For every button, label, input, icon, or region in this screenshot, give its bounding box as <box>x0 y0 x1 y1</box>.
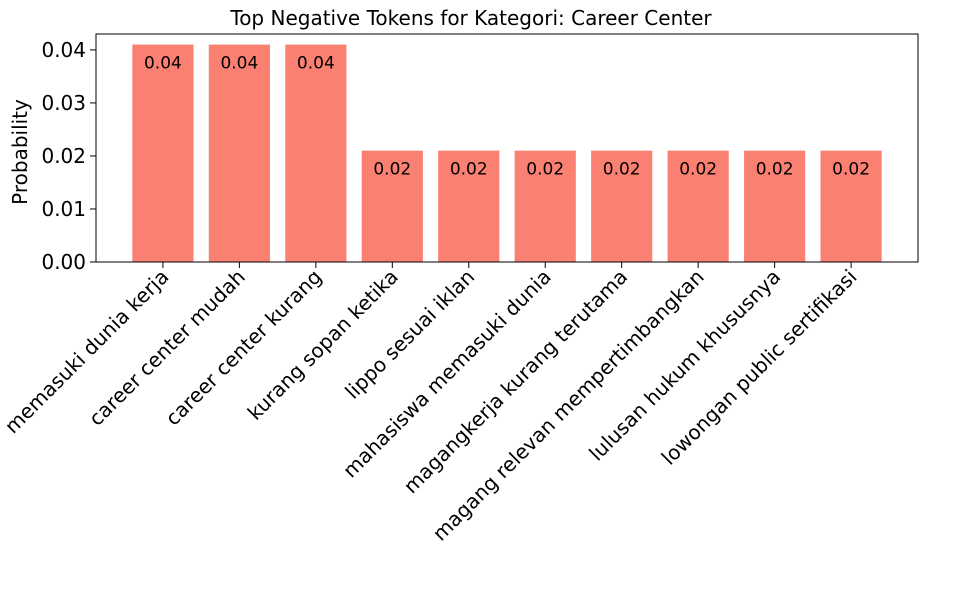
bar <box>820 150 882 262</box>
y-axis-label: Probability <box>8 99 32 205</box>
bar-value-label: 0.02 <box>373 160 411 180</box>
bar-value-label: 0.02 <box>603 160 641 180</box>
chart-title: Top Negative Tokens for Kategori: Career… <box>229 6 712 30</box>
bar <box>285 44 347 263</box>
bar <box>361 150 423 262</box>
bar <box>208 44 270 263</box>
bar-value-label: 0.04 <box>144 54 182 74</box>
bar-value-label: 0.04 <box>220 54 258 74</box>
bar <box>591 150 653 262</box>
x-tick-label: career center kurang <box>161 265 327 431</box>
bar <box>132 44 194 263</box>
bar-value-label: 0.02 <box>450 160 488 180</box>
x-tick-label: kurang sopan ketika <box>243 265 403 425</box>
bar-value-label: 0.02 <box>756 160 794 180</box>
x-tick-label: magang relevan mempertimbangkan <box>428 265 709 546</box>
bar <box>514 150 576 262</box>
y-axis: 0.00 0.01 0.02 0.03 0.04 <box>41 38 96 274</box>
y-tick-label: 0.04 <box>41 38 86 62</box>
x-tick-label: lippo sesuai iklan <box>340 265 479 404</box>
bar <box>744 150 806 262</box>
y-tick-label: 0.03 <box>41 91 86 115</box>
bar-value-label: 0.02 <box>526 160 564 180</box>
bar <box>667 150 729 262</box>
bar-labels-group: 0.04 0.04 0.04 0.02 0.02 0.02 0.02 0.02 0.02 0.02 <box>144 54 870 180</box>
bar <box>438 150 500 262</box>
y-tick-label: 0.02 <box>41 144 86 168</box>
y-tick-label: 0.00 <box>41 250 86 274</box>
bar-value-label: 0.02 <box>679 160 717 180</box>
bar-value-label: 0.04 <box>297 54 335 74</box>
bars-group <box>132 44 882 263</box>
plot-frame <box>95 33 919 263</box>
x-tick-label: career center mudah <box>84 265 250 431</box>
y-tick-label: 0.01 <box>41 197 86 221</box>
bar-value-label: 0.02 <box>832 160 870 180</box>
